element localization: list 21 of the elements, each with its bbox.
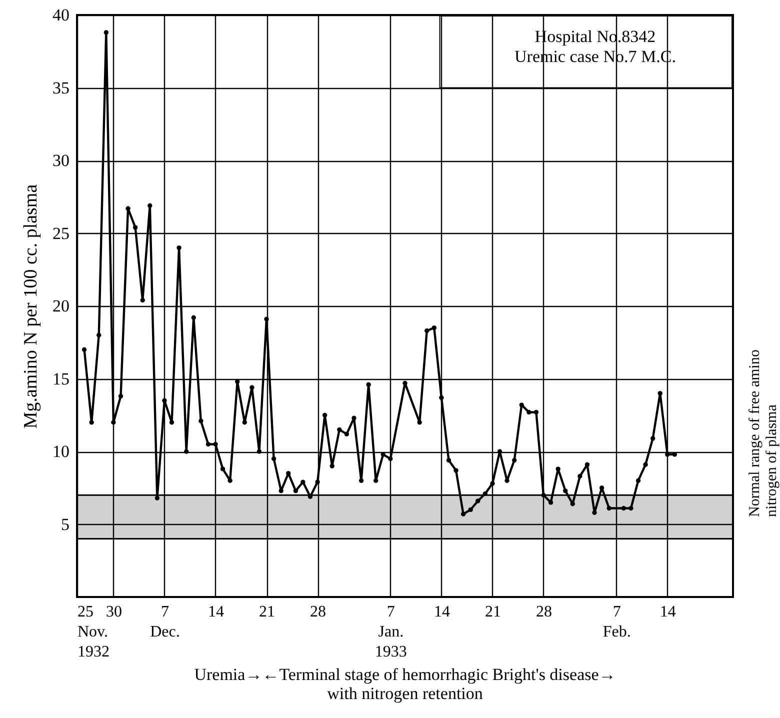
y-axis-title: Mg.amino N per 100 cc. plasma: [20, 184, 42, 429]
x-tick-label: 7 Feb.: [602, 604, 631, 640]
band-label: Normal range of free amino nitrogen of plasma: [747, 350, 780, 517]
x-tick-label: 14: [434, 604, 450, 620]
x-tick-label: 21: [484, 604, 501, 620]
y-tick-label: 25: [52, 224, 70, 243]
y-tick-label: 30: [52, 151, 70, 170]
x-tick-label: 7 Jan. 1933: [374, 604, 407, 660]
y-tick-label: 15: [52, 369, 70, 388]
x-tick-label: 28: [536, 604, 552, 620]
y-tick-label: 10: [52, 442, 70, 461]
x-tick-label: 14: [208, 604, 224, 620]
y-tick-label: 5: [61, 514, 70, 534]
text: Uremia→←Terminal stage of hemorrhagic Bright's disease→ with nitrogen retention: [194, 665, 616, 703]
x-tick-label: 28: [310, 604, 326, 620]
y-tick-label: 40: [52, 6, 70, 24]
y-tick-label: 20: [52, 296, 70, 316]
x-tick-label: 7 Dec.: [150, 604, 180, 640]
x-tick-label: 14: [660, 604, 676, 620]
y-tick-label: 35: [52, 78, 70, 98]
x-tick-label: 21: [259, 604, 276, 620]
